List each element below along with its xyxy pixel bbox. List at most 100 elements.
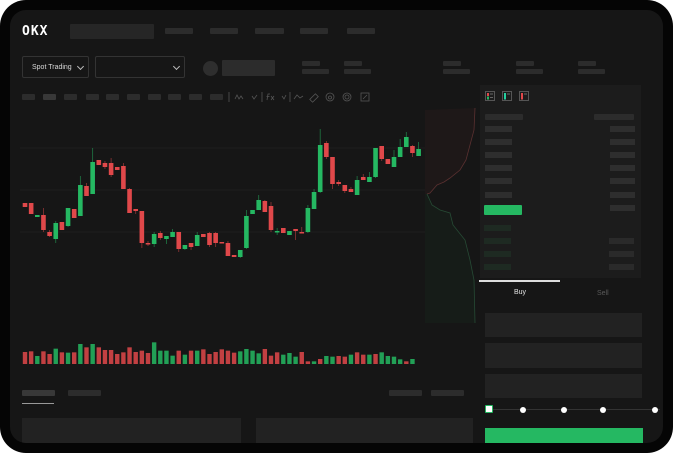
candle[interactable] [293, 229, 298, 240]
buy-tab[interactable]: Buy [514, 289, 527, 296]
candle[interactable] [90, 148, 95, 194]
slider-step[interactable] [561, 407, 567, 413]
orderbook-asks-icon[interactable] [519, 91, 529, 101]
bottom-tab[interactable] [431, 390, 464, 396]
candle[interactable] [237, 250, 243, 258]
candle[interactable] [367, 172, 372, 182]
amount-input[interactable] [485, 343, 642, 368]
candle[interactable] [360, 174, 366, 180]
candle[interactable] [354, 176, 360, 195]
timeframe-button[interactable] [127, 94, 140, 100]
candle[interactable] [59, 222, 65, 230]
candle[interactable] [336, 180, 341, 186]
candle[interactable] [311, 189, 317, 209]
chevron-down-icon[interactable] [281, 94, 287, 100]
leverage-slider-track[interactable] [490, 409, 660, 410]
candle[interactable] [379, 146, 384, 161]
trend-icon[interactable] [293, 94, 304, 100]
candle[interactable] [317, 129, 323, 193]
nav-item[interactable] [165, 28, 193, 34]
candle[interactable] [250, 210, 255, 214]
candle[interactable] [404, 132, 409, 147]
candle[interactable] [176, 232, 182, 252]
candle[interactable] [96, 160, 102, 165]
candle[interactable] [145, 241, 151, 246]
bottom-tab[interactable] [389, 390, 422, 396]
slider-step[interactable] [600, 407, 606, 413]
fullscreen-icon[interactable] [360, 92, 370, 102]
orderbook-last-price[interactable] [484, 205, 522, 215]
candle[interactable] [108, 158, 114, 177]
candle[interactable] [41, 208, 46, 232]
candle[interactable] [268, 202, 274, 232]
camera-icon[interactable] [325, 92, 335, 102]
buy-button[interactable] [485, 428, 643, 443]
timeframe-button[interactable] [148, 94, 161, 100]
timeframe-button[interactable] [22, 94, 35, 100]
candle[interactable] [78, 176, 83, 216]
candle[interactable] [139, 211, 145, 248]
nav-item[interactable] [347, 28, 375, 34]
candle[interactable] [385, 159, 391, 164]
candle[interactable] [182, 245, 188, 250]
slider-step[interactable] [652, 407, 658, 413]
nav-item[interactable] [255, 28, 284, 34]
search-bar[interactable] [70, 24, 154, 39]
candlestick-chart[interactable] [10, 10, 663, 443]
timeframe-button[interactable] [86, 94, 99, 100]
indicator-icon[interactable] [251, 94, 258, 100]
candle[interactable] [102, 161, 108, 169]
candle[interactable] [299, 227, 305, 234]
candle[interactable] [121, 163, 126, 189]
slider-handle[interactable] [485, 405, 493, 413]
candle[interactable] [256, 195, 261, 210]
candle[interactable] [53, 221, 59, 243]
candle[interactable] [397, 139, 403, 157]
ruler-icon[interactable] [309, 93, 319, 103]
total-input[interactable] [485, 374, 642, 398]
candle[interactable] [330, 157, 335, 189]
candle[interactable] [133, 209, 138, 214]
candle[interactable] [391, 150, 397, 167]
slider-step[interactable] [520, 407, 526, 413]
candle[interactable] [244, 210, 249, 249]
candle[interactable] [287, 231, 292, 235]
candle[interactable] [416, 142, 421, 156]
candle[interactable] [201, 234, 206, 237]
okx-logo[interactable]: OKX [22, 24, 49, 39]
nav-item[interactable] [300, 28, 328, 34]
candle[interactable] [231, 255, 237, 257]
candle[interactable] [47, 230, 52, 237]
timeframe-button[interactable] [168, 94, 181, 100]
candle[interactable] [84, 183, 89, 196]
bottom-tab[interactable] [68, 390, 101, 396]
candle[interactable] [324, 141, 329, 159]
orderbook-both-icon[interactable] [485, 91, 495, 101]
candle[interactable] [225, 241, 231, 256]
candle[interactable] [262, 200, 268, 212]
candle[interactable] [65, 208, 71, 227]
fx-icon[interactable] [266, 93, 275, 101]
candle[interactable] [164, 236, 169, 244]
candle[interactable] [71, 209, 77, 218]
candle[interactable] [348, 187, 354, 192]
candle[interactable] [114, 167, 120, 170]
nav-item[interactable] [210, 28, 238, 34]
candle[interactable] [410, 145, 415, 157]
timeframe-button[interactable] [106, 94, 119, 100]
candle[interactable] [219, 242, 225, 244]
candle[interactable] [28, 203, 34, 214]
timeframe-button-active[interactable] [43, 94, 56, 100]
candle[interactable] [35, 215, 40, 217]
candle[interactable] [170, 229, 175, 237]
candle[interactable] [305, 205, 311, 233]
orderbook-bids-icon[interactable] [502, 91, 512, 101]
timeframe-button[interactable] [189, 94, 202, 100]
target-icon[interactable] [342, 92, 352, 102]
timeframe-button[interactable] [64, 94, 77, 100]
bottom-tab-active[interactable] [22, 390, 55, 396]
candle[interactable] [158, 231, 163, 240]
candle[interactable] [207, 232, 212, 247]
candle[interactable] [281, 228, 286, 233]
candle[interactable] [342, 185, 348, 193]
